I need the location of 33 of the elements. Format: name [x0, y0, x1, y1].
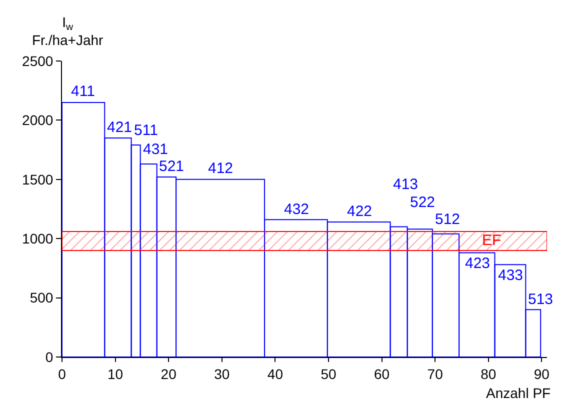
x-tick-label: 60	[374, 366, 390, 382]
annotation: 431	[143, 141, 168, 158]
x-tick-label: 50	[320, 366, 336, 382]
y-tick-label: 0	[45, 348, 54, 365]
annotation: 511	[134, 122, 158, 139]
x-tick-label: 90	[534, 366, 550, 382]
y-axis-title: I$_{w}$ Fr./ha+Jahr	[32, 14, 104, 48]
annotation: 432	[284, 201, 310, 218]
y-tick-label: 1000	[22, 230, 54, 246]
annotation: 512	[435, 211, 460, 228]
y-tick-label: 2500	[22, 52, 54, 69]
x-axis-title: Anzahl PF	[486, 385, 551, 401]
annotation: 423	[465, 255, 490, 272]
x-tick-label: 70	[427, 366, 444, 382]
annotation: 411	[71, 83, 95, 100]
x-tick-label: 0	[58, 366, 66, 382]
annotation: 513	[528, 291, 554, 308]
x-tick-label: 80	[480, 366, 496, 382]
x-tick-label: 10	[108, 366, 124, 382]
annotation: 521	[159, 158, 184, 175]
annotation: 433	[498, 267, 524, 284]
annotation: 412	[208, 160, 234, 177]
x-tick-label: 30	[214, 366, 230, 382]
x-tick-label: 20	[160, 366, 177, 382]
annotation: 413	[393, 176, 418, 193]
annotation: 421	[107, 119, 132, 136]
x-tick-label: 40	[267, 366, 284, 382]
y-tick-label: 500	[30, 290, 54, 306]
y-tick-label: 2000	[22, 112, 54, 128]
y-tick-label: 1500	[22, 171, 54, 188]
band-label: EF	[482, 232, 502, 249]
annotation: 522	[410, 194, 436, 211]
annotation: 422	[347, 203, 372, 220]
